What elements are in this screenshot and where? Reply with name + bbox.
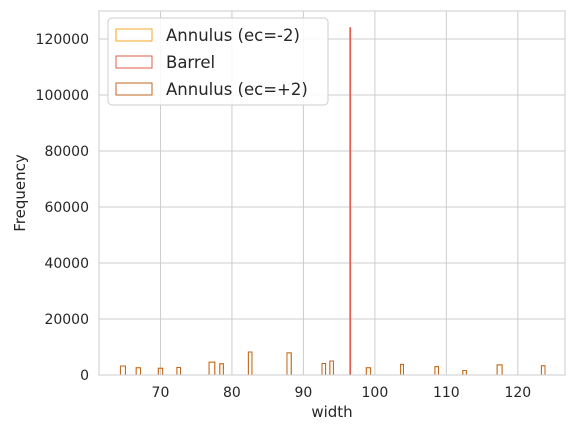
histogram-bar <box>349 27 352 375</box>
x-tick-label: 90 <box>294 385 312 401</box>
legend-swatch <box>115 28 153 42</box>
histogram-bar <box>540 365 546 375</box>
histogram-bar <box>496 364 503 375</box>
y-tick-label: 100000 <box>36 88 89 104</box>
x-tick-label: 70 <box>152 385 170 401</box>
y-tick-label: 80000 <box>44 144 89 160</box>
histogram-bar <box>400 363 404 375</box>
histogram-bar <box>119 365 126 375</box>
histogram-bar <box>247 351 253 375</box>
x-tick-label: 120 <box>504 385 531 401</box>
histogram-bar <box>219 363 224 375</box>
y-tick-label: 120000 <box>36 32 89 48</box>
legend-swatch <box>115 82 153 96</box>
histogram-bar <box>462 370 467 375</box>
series-2-bars <box>119 351 546 375</box>
histogram-bar <box>286 352 292 375</box>
legend-label: Annulus (ec=-2) <box>166 26 300 45</box>
y-tick-label: 0 <box>80 368 89 384</box>
histogram-bar <box>434 366 439 375</box>
plot-frame <box>98 10 566 376</box>
histogram-bar <box>329 360 334 375</box>
legend: Annulus (ec=-2) Barrel Annulus (ec=+2) <box>107 17 329 106</box>
histogram-bar <box>208 361 216 375</box>
histogram-bar <box>321 363 327 375</box>
histogram-bar <box>135 367 141 375</box>
legend-label: Barrel <box>166 53 215 72</box>
legend-box <box>107 17 329 106</box>
series-1-bars <box>349 27 352 375</box>
x-axis-label: width <box>311 403 352 421</box>
y-tick-label: 40000 <box>44 256 89 272</box>
histogram-bars <box>119 27 546 375</box>
legend-swatch <box>115 55 153 69</box>
legend-label: Annulus (ec=+2) <box>166 80 308 99</box>
x-tick-label: 100 <box>362 385 389 401</box>
y-axis-label: Frequency <box>11 154 29 232</box>
y-axis-ticks: 0 20000 40000 60000 80000 100000 120000 <box>36 32 89 384</box>
y-tick-label: 60000 <box>44 200 89 216</box>
histogram-bar <box>365 367 372 375</box>
x-tick-label: 80 <box>223 385 241 401</box>
histogram-bar <box>157 367 164 375</box>
x-tick-label: 110 <box>433 385 460 401</box>
histogram-bar <box>176 366 181 375</box>
y-tick-label: 20000 <box>44 312 89 328</box>
x-axis-ticks: 70 80 90 100 110 120 <box>152 385 532 401</box>
